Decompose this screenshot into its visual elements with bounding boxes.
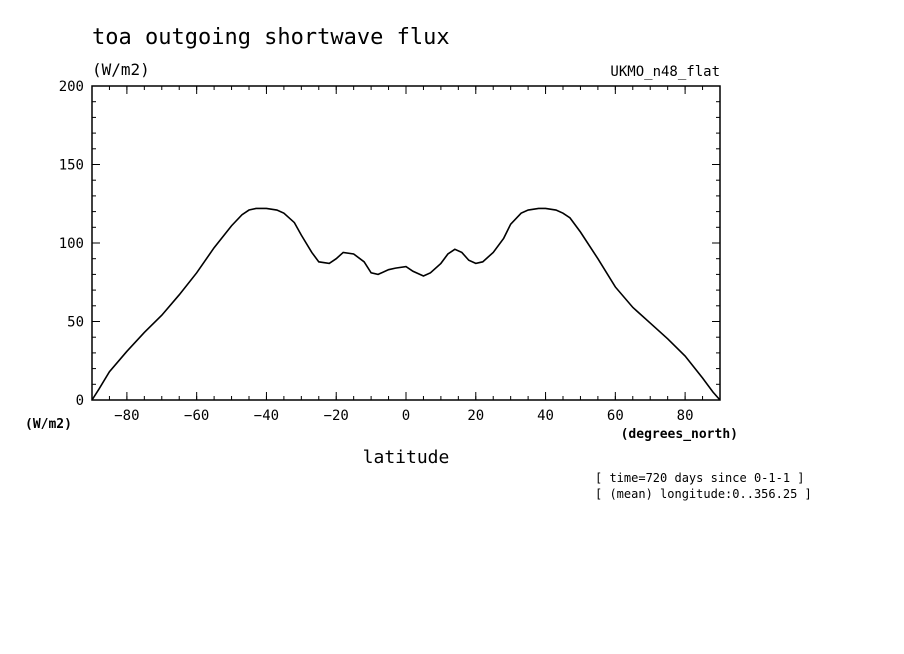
y-tick-label: 100 — [59, 236, 84, 252]
x-tick-label: 80 — [677, 408, 694, 424]
x-units-label: (degrees_north) — [621, 427, 738, 442]
y-tick-label: 150 — [59, 158, 84, 174]
x-tick-label: 0 — [402, 408, 410, 424]
model-label: UKMO_n48_flat — [610, 64, 720, 80]
y-tick-label: 200 — [59, 79, 84, 95]
y-tick-label: 50 — [67, 315, 84, 331]
axis-ticks — [91, 85, 721, 401]
time-note: [ time=720 days since 0-1-1 ] — [595, 471, 805, 485]
x-tick-label: −60 — [184, 408, 209, 424]
longitude-note: [ (mean) longitude:0..356.25 ] — [595, 487, 812, 501]
x-tick-label: 60 — [607, 408, 624, 424]
x-tick-label: 20 — [467, 408, 484, 424]
y-tick-label: 0 — [76, 393, 84, 409]
x-tick-label: −80 — [114, 408, 139, 424]
x-tick-label: 40 — [537, 408, 554, 424]
x-axis-label: latitude — [363, 447, 450, 468]
axis-tick-labels: −80 −60 −40 −20 0 20 40 60 80 0 50 100 150 200 — [59, 79, 694, 424]
plot-frame — [91, 85, 721, 401]
series-line — [91, 207, 721, 401]
x-tick-label: −20 — [324, 408, 349, 424]
y-units-bottom-label: (W/m2) — [25, 417, 72, 432]
chart-title: toa outgoing shortwave flux — [92, 25, 450, 50]
y-units-label: (W/m2) — [92, 60, 150, 79]
x-tick-label: −40 — [254, 408, 279, 424]
